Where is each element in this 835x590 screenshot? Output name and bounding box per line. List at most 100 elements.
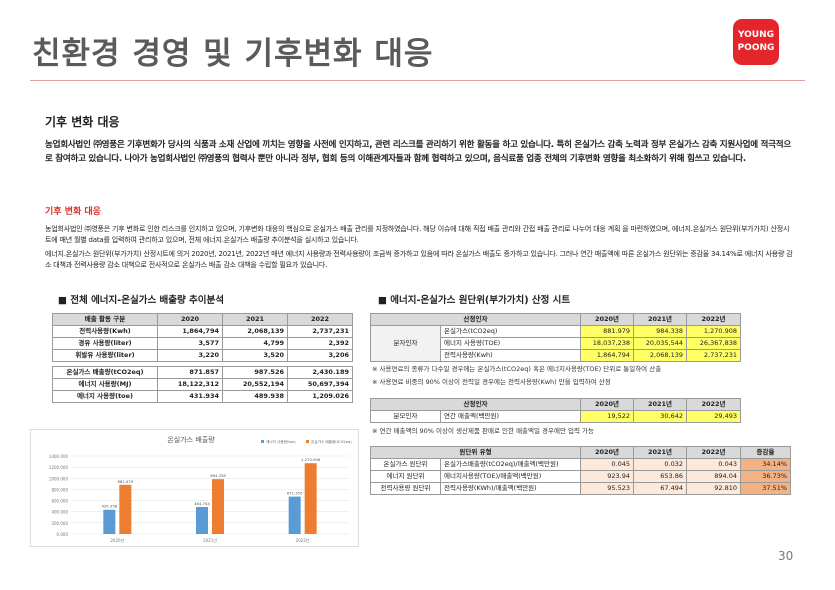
table2-wrap: 산정인자 2020년 2021년 2022년 분모인자 연간 매출액(백만원) 19,522… xyxy=(369,398,742,423)
table-value: 489.938 xyxy=(222,390,288,403)
data-label: 484.744 xyxy=(194,501,210,506)
table-value: 871.857 xyxy=(157,366,223,379)
table-header: 2020년 xyxy=(580,398,635,411)
table-row: 전력사용량(Kwh) 1,864,794 2,068,139 2,737,231 xyxy=(52,325,353,338)
x-tick-label: 2020년 xyxy=(110,537,124,543)
table-value: 26,367,838 xyxy=(686,337,742,350)
logo: YOUNG POONG xyxy=(733,19,779,65)
table-header: 2020년 xyxy=(580,313,635,326)
table-row: 휘발유 사용량(liter) 3,220 3,520 3,206 xyxy=(52,349,353,362)
row-label: 온실가스배출량(tCO2eq)/매출액(백만원) xyxy=(439,458,582,471)
calc-table: 산정인자 2020년 2021년 2022년 분모인자 연간 매출액(백만원) 19,522… xyxy=(369,398,742,423)
row-label: 연간 매출액(백만원) xyxy=(439,410,582,423)
legend-label: 온실가스 배출량(tCO2eq) xyxy=(311,439,352,444)
row-label: 에너지 사용량(toe) xyxy=(52,390,158,403)
table-value: 2,737,231 xyxy=(287,325,353,338)
table-header: 2021 xyxy=(222,313,288,326)
table-value: 18,037,238 xyxy=(580,337,635,350)
table-header: 2020년 xyxy=(580,446,635,459)
table-value: 0.043 xyxy=(686,458,742,471)
table-header: 2022 xyxy=(287,313,353,326)
y-tick-label: 0.000 xyxy=(57,532,69,537)
table-value: 18,122,312 xyxy=(157,378,223,391)
bar xyxy=(288,496,301,534)
energy-table: 배출 활동 구분 2020 2021 2022 전력사용량(Kwh) 1,864,794 2… xyxy=(52,313,353,403)
table-row: 에너지 원단위 에너지사용량(TOE)/매출액(백만원) 923.94 653.86 8… xyxy=(370,470,792,483)
row-label: 에너지 원단위 xyxy=(370,470,441,483)
logo-text: YOUNG xyxy=(737,30,775,40)
table-row: 분자인자 온실가스(tCO2eq) 881.979 984.338 1,270.908 xyxy=(370,325,742,362)
table-value: 29,493 xyxy=(686,410,742,423)
table-value: 1,270.908 xyxy=(686,325,742,338)
table-header: 2020 xyxy=(157,313,223,326)
table-value: 2,737,231 xyxy=(686,349,742,362)
table-row: 에너지 사용량(TOE) 18,037,238 20,035,544 26,367,8… xyxy=(371,337,742,350)
header-row: 산정인자 2020년 2021년 2022년 xyxy=(369,313,742,326)
intro-text: 농업회사법인 ㈜영풍은 기후변화가 당사의 식품과 소재 산업에 끼치는 영향을… xyxy=(45,140,791,164)
table-row: 경유 사용량(liter) 3,577 4,799 2,392 xyxy=(52,337,353,350)
note: ※ 사용연료의 종류가 다수일 경우에는 온실가스(tCO2eq) 혹은 에너지… xyxy=(372,365,662,373)
table-header: 산정인자 xyxy=(369,313,582,326)
table-header: 2021년 xyxy=(633,398,688,411)
table-value: 987.526 xyxy=(222,366,288,379)
row-label: 전력사용량(Kwh) xyxy=(439,349,582,362)
subheading: 기후 변화 대응 xyxy=(45,207,101,217)
bar xyxy=(304,463,317,534)
table-value: 894.04 xyxy=(686,470,742,483)
table-header: 산정인자 xyxy=(369,398,582,411)
table-header: 2022년 xyxy=(686,446,742,459)
row-label: 에너지 사용량(MJ) xyxy=(52,378,158,391)
y-tick-label: 1400.000 xyxy=(49,454,69,459)
left-heading: ■ 전체 에너지-온실가스 배출량 추이분석 xyxy=(58,295,224,306)
row-label: 분모인자 xyxy=(370,410,441,423)
table-value: 0.032 xyxy=(633,458,688,471)
y-tick-label: 1000.000 xyxy=(49,476,69,481)
y-tick-label: 400.000 xyxy=(51,510,68,515)
table-value: 20,552,194 xyxy=(222,378,288,391)
row-label: 에너지사용량(TOE)/매출액(백만원) xyxy=(439,470,582,483)
calc-table: 원단위 유형 2020년 2021년 2022년 증감율 온실가스 원단위 온실가스배출량(… xyxy=(369,446,792,495)
table-value: 36.73% xyxy=(740,470,792,483)
table-value: 37.51% xyxy=(740,482,792,495)
table-row: 온실가스 배출량(tCO2eq) 871.857 987.526 2,430.189 xyxy=(52,366,353,379)
table-value: 34.14% xyxy=(740,458,792,471)
table-row: 분모인자 연간 매출액(백만원) 19,522 30,642 29,493 xyxy=(370,410,742,423)
table-value: 431.934 xyxy=(157,390,223,403)
table-value: 2,068,139 xyxy=(633,349,688,362)
note: ※ 사용연료 비중의 90% 이상이 전력일 경우에는 전력사용량(Kwh) 만… xyxy=(372,378,611,386)
row-label: 경유 사용량(liter) xyxy=(52,337,158,350)
table1-wrap: 산정인자 2020년 2021년 2022년 분자인자 온실가스(tCO2eq) 881.9… xyxy=(369,313,742,362)
chart-title: 온실가스 배출량 xyxy=(167,435,215,444)
y-tick-label: 1200.000 xyxy=(49,465,69,470)
left-table-wrap: 배출 활동 구분 2020 2021 2022 전력사용량(Kwh) 1,864,794 2… xyxy=(52,313,353,403)
right-heading: ■ 에너지-온실가스 원단위(부가가치) 산정 시트 xyxy=(378,295,571,306)
row-label: 전력사용량 원단위 xyxy=(370,482,441,495)
legend-swatch xyxy=(306,440,309,443)
table-value: 3,520 xyxy=(222,349,288,362)
table-value: 4,799 xyxy=(222,337,288,350)
row-label: 전력사용량(Kwh) xyxy=(52,325,158,338)
row-label: 에너지 사용량(TOE) xyxy=(439,337,582,350)
y-tick-label: 800.000 xyxy=(51,487,68,492)
table-row: 전력사용량 원단위 전력사용량(KWh)/매출액(백만원) 95.523 67.494… xyxy=(370,482,792,495)
bar xyxy=(196,506,208,534)
table-value: 1,864,794 xyxy=(157,325,223,338)
table-row: 온실가스 원단위 온실가스배출량(tCO2eq)/매출액(백만원) 0.045 0.0… xyxy=(370,458,792,471)
table-value: 67.494 xyxy=(633,482,688,495)
paragraph: 농업회사법인 ㈜영풍은 기후 변화로 인한 리스크를 인지하고 있으며, 기후변… xyxy=(45,225,790,244)
table-value: 2,392 xyxy=(287,337,353,350)
page-title: 친환경 경영 및 기후변화 대응 xyxy=(32,36,434,72)
calc-table: 산정인자 2020년 2021년 2022년 분자인자 온실가스(tCO2eq) 881.9… xyxy=(369,313,742,362)
legend-label: 에너지 사용량(toe) xyxy=(266,439,296,444)
table3-wrap: 원단위 유형 2020년 2021년 2022년 증감율 온실가스 원단위 온실가스배출량(… xyxy=(369,446,792,495)
x-tick-label: 2021년 xyxy=(203,537,217,543)
bar xyxy=(103,509,116,534)
row-label: 온실가스 배출량(tCO2eq) xyxy=(52,366,158,379)
table-value: 0.045 xyxy=(580,458,635,471)
table-value: 1,864,794 xyxy=(580,349,635,362)
table-row: 전력사용량(Kwh) 1,864,794 2,068,139 2,737,231 xyxy=(371,349,742,362)
table-value: 2,068,139 xyxy=(222,325,288,338)
data-label: 435.358 xyxy=(101,504,117,509)
table-value: 50,697,394 xyxy=(287,378,353,391)
data-label: 984.338 xyxy=(210,473,226,478)
